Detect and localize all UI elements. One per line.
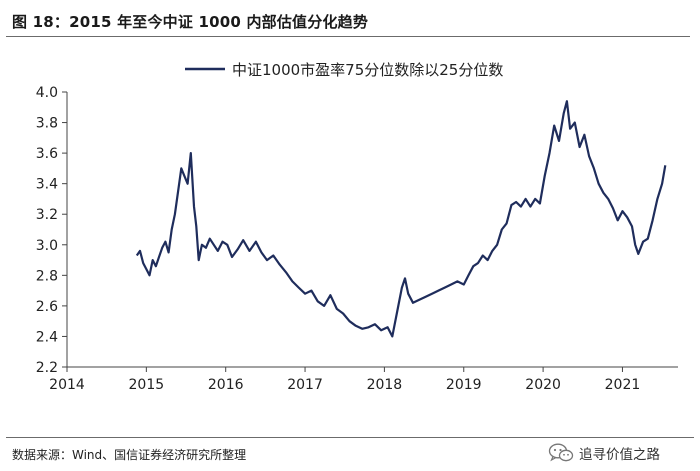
x-tick-label: 2021	[605, 377, 641, 393]
figure-title-bar: 图 18：2015 年至今中证 1000 内部估值分化趋势	[6, 6, 690, 37]
x-tick-label: 2015	[129, 377, 165, 393]
x-tick-label: 2019	[446, 377, 482, 393]
source-note: 数据来源：Wind、国信证券经济研究所整理	[12, 448, 247, 462]
line-chart: 2.2 2.4 2.6 2.8 3.0 3.2 3.4 3.6 3.8 4.0 2014 2015 20…	[36, 61, 678, 393]
y-tick-label: 2.2	[36, 360, 58, 376]
y-tick-label: 2.6	[36, 299, 58, 315]
watermark: 追寻价值之路	[548, 443, 660, 463]
x-tick-label: 2016	[208, 377, 244, 393]
y-tick-label: 3.8	[36, 116, 58, 132]
y-tick-label: 3.0	[36, 238, 58, 254]
x-tick-label: 2014	[49, 377, 85, 393]
y-tick-label: 3.4	[36, 177, 58, 193]
x-tick-label: 2017	[287, 377, 323, 393]
y-tick-label: 2.4	[36, 329, 58, 345]
legend-label: 中证1000市盈率75分位数除以25分位数	[232, 61, 503, 79]
y-tick-label: 3.6	[36, 146, 58, 162]
y-tick-label: 4.0	[36, 85, 58, 101]
series-line	[135, 100, 667, 338]
footer-divider	[6, 437, 694, 438]
wechat-icon	[548, 443, 574, 462]
x-tick-label: 2020	[525, 377, 561, 393]
watermark-text: 追寻价值之路	[579, 447, 660, 463]
x-tick-label: 2018	[367, 377, 403, 393]
figure-title: 图 18：2015 年至今中证 1000 内部估值分化趋势	[12, 13, 369, 31]
y-tick-label: 2.8	[36, 268, 58, 284]
y-tick-label: 3.2	[36, 207, 58, 223]
